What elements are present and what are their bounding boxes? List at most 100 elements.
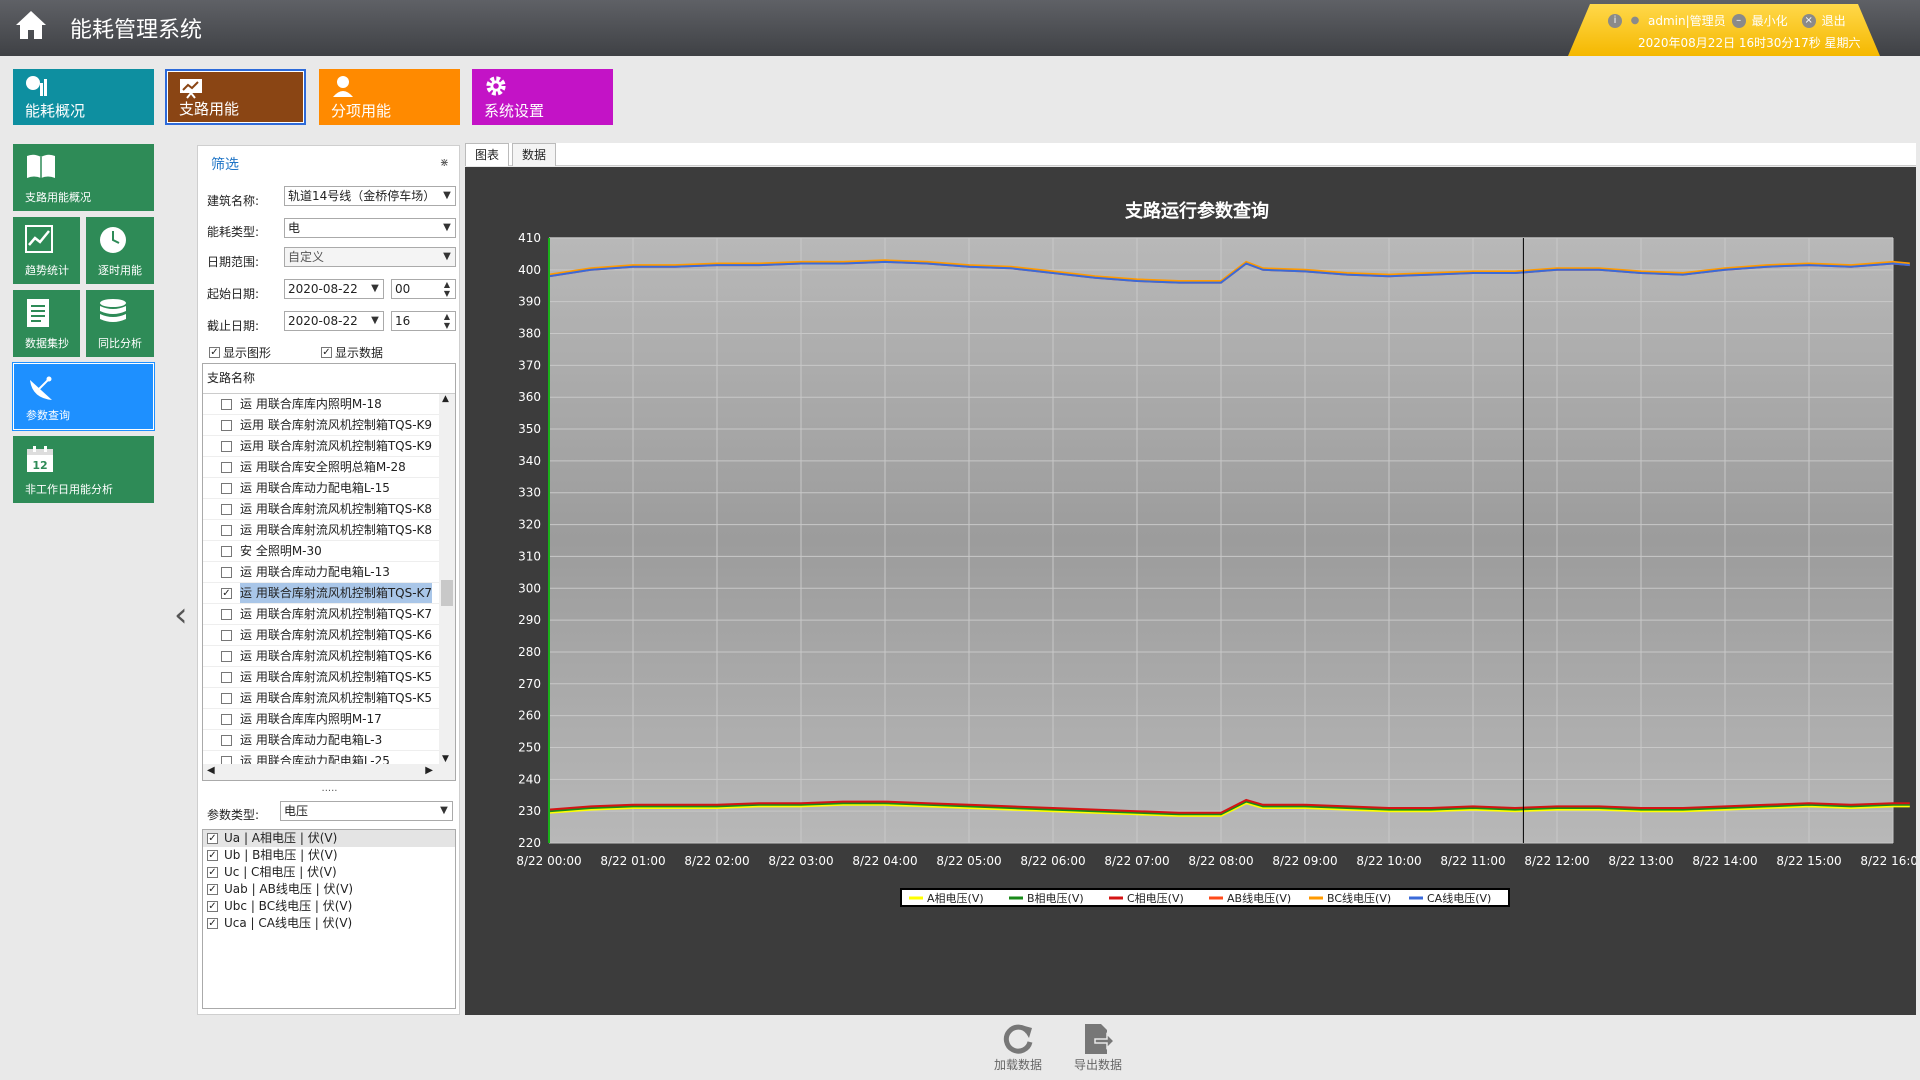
tab-data[interactable]: 数据: [512, 143, 557, 166]
pin-icon[interactable]: ⋇: [439, 156, 449, 169]
collapse-panel-icon[interactable]: ‹: [174, 595, 188, 635]
branch-row[interactable]: 运 用联合库射流风机控制箱TQS-K8: [203, 499, 439, 520]
checkbox-icon[interactable]: [221, 566, 232, 578]
energy-select[interactable]: 电 ▼: [284, 218, 456, 238]
param-row[interactable]: ✓ Uca | CA线电压 | 伏(V): [203, 915, 455, 932]
checkbox-icon[interactable]: [221, 461, 232, 473]
branch-row[interactable]: 运 用联合库射流风机控制箱TQS-K6: [203, 646, 439, 667]
scroll-up-icon[interactable]: ▲: [442, 394, 449, 404]
checkbox-checked-icon[interactable]: ✓: [207, 867, 218, 878]
checkbox-checked-icon[interactable]: ✓: [207, 833, 218, 844]
checkbox-icon[interactable]: [221, 482, 232, 494]
branch-row[interactable]: 运 用联合库射流风机控制箱TQS-K6: [203, 625, 439, 646]
range-value: 自定义: [288, 250, 325, 264]
param-type-select[interactable]: 电压 ▼: [280, 801, 453, 821]
param-row[interactable]: ✓ Uc | C相电压 | 伏(V): [203, 864, 455, 881]
side-param-query[interactable]: 参数查询: [13, 363, 154, 430]
load-data-button[interactable]: 加载数据: [986, 1020, 1050, 1080]
module-item-button[interactable]: 分项用能: [319, 69, 460, 125]
param-row[interactable]: ✓ Uab | AB线电压 | 伏(V): [203, 881, 455, 898]
side-yoy-analysis[interactable]: 同比分析: [86, 290, 154, 357]
branch-row[interactable]: 安 全照明M-30: [203, 541, 439, 562]
branch-row[interactable]: 运 用联合库安全照明总箱M-28: [203, 457, 439, 478]
checkbox-checked-icon[interactable]: ✓: [221, 587, 232, 599]
branch-row[interactable]: 运 用联合库库内照明M-17: [203, 709, 439, 730]
branch-name: 运 用联合库射流风机控制箱TQS-K5: [240, 669, 433, 684]
scroll-down-icon[interactable]: ▼: [442, 754, 449, 764]
branch-row[interactable]: 运 用联合库动力配电箱L-15: [203, 478, 439, 499]
spinner-arrows-icon: ▲ ▼: [443, 280, 451, 298]
branch-row[interactable]: ✓ 运 用联合库射流风机控制箱TQS-K7: [203, 583, 439, 604]
close-icon[interactable]: ×: [1801, 13, 1816, 28]
checkbox-checked-icon[interactable]: ✓: [207, 850, 218, 861]
checkbox-icon[interactable]: [221, 734, 232, 746]
param-row[interactable]: ✓ Ub | B相电压 | 伏(V): [203, 847, 455, 864]
branch-row[interactable]: 运 用联合库库内照明M-18: [203, 394, 439, 415]
param-row[interactable]: ✓ Ubc | BC线电压 | 伏(V): [203, 898, 455, 915]
y-axis: 220 230 240 250 260 270 280 290 300 310 320 330 340 3…: [518, 231, 541, 850]
module-settings-button[interactable]: 系统设置: [472, 69, 613, 125]
building-select[interactable]: 轨道14号线（金桥停车场） ▼: [284, 186, 456, 206]
branch-name: 运 用联合库动力配电箱L-13: [240, 564, 390, 579]
param-name: Ub | B相电压 | 伏(V): [224, 848, 338, 862]
tab-chart[interactable]: 图表: [465, 143, 510, 166]
y-tick-label: 270: [518, 677, 541, 691]
end-hour-spinner[interactable]: 16 ▲ ▼: [391, 311, 456, 331]
checkbox-icon[interactable]: [221, 440, 232, 452]
checkbox-icon[interactable]: [221, 545, 232, 557]
branch-row[interactable]: 运 用联合库射流风机控制箱TQS-K5: [203, 667, 439, 688]
horizontal-scrollbar[interactable]: ◀ ▶: [203, 764, 455, 780]
end-date-picker[interactable]: 2020-08-22 ▼: [284, 311, 384, 331]
checkbox-icon[interactable]: [221, 524, 232, 536]
checkbox-icon[interactable]: [221, 692, 232, 704]
side-hourly[interactable]: 逐时用能: [86, 217, 154, 284]
home-icon[interactable]: [12, 6, 50, 44]
checkbox-checked-icon[interactable]: ✓: [207, 918, 218, 929]
branch-row[interactable]: 运用 联合库射流风机控制箱TQS-K9: [203, 436, 439, 457]
end-label: 截止日期:: [207, 319, 260, 333]
minimize-icon[interactable]: –: [1731, 13, 1746, 28]
logout-button[interactable]: 退出: [1821, 14, 1846, 28]
checkbox-icon[interactable]: [221, 755, 232, 764]
branch-row[interactable]: 运 用联合库射流风机控制箱TQS-K8: [203, 520, 439, 541]
vertical-scrollbar[interactable]: ▲ ▼: [439, 394, 455, 764]
scroll-left-icon[interactable]: ◀: [207, 765, 215, 776]
branch-row[interactable]: 运 用联合库动力配电箱L-25: [203, 751, 439, 764]
y-tick-label: 380: [518, 327, 541, 341]
start-hour-spinner[interactable]: 00 ▲ ▼: [391, 279, 456, 299]
checkbox-icon[interactable]: [221, 629, 232, 641]
scroll-thumb[interactable]: [441, 580, 453, 606]
show-chart-checkbox[interactable]: ✓ 显示图形: [209, 344, 271, 361]
checkbox-icon[interactable]: [221, 671, 232, 683]
branch-row[interactable]: 运 用联合库动力配电箱L-13: [203, 562, 439, 583]
checkbox-checked-icon[interactable]: ✓: [207, 884, 218, 895]
checkbox-icon[interactable]: [221, 503, 232, 515]
side-trend-stats[interactable]: 趋势统计: [13, 217, 80, 284]
side-branch-overview[interactable]: 支路用能概况: [13, 144, 154, 211]
checkbox-icon[interactable]: [221, 713, 232, 725]
branch-row[interactable]: 运用 联合库射流风机控制箱TQS-K9: [203, 415, 439, 436]
module-branch-button[interactable]: 支路用能: [165, 69, 306, 125]
show-data-checkbox[interactable]: ✓ 显示数据: [321, 344, 383, 361]
start-date-picker[interactable]: 2020-08-22 ▼: [284, 279, 384, 299]
range-select[interactable]: 自定义 ▼: [284, 247, 456, 267]
checkbox-icon[interactable]: [221, 419, 232, 431]
checkbox-icon[interactable]: [221, 398, 232, 410]
branch-row[interactable]: 运 用联合库射流风机控制箱TQS-K7: [203, 604, 439, 625]
branch-row[interactable]: 运 用联合库动力配电箱L-3: [203, 730, 439, 751]
export-data-button[interactable]: 导出数据: [1066, 1020, 1130, 1080]
book-icon: [27, 154, 55, 178]
side-nonworkday[interactable]: 12 非工作日用能分析: [13, 436, 154, 503]
module-overview-button[interactable]: 能耗概况: [13, 69, 154, 125]
param-row[interactable]: ✓ Ua | A相电压 | 伏(V): [203, 830, 455, 847]
x-tick-label: 8/22 03:00: [768, 854, 833, 868]
checkbox-checked-icon[interactable]: ✓: [207, 901, 218, 912]
clock-icon: [100, 227, 126, 253]
scroll-right-icon[interactable]: ▶: [425, 765, 433, 776]
checkbox-icon[interactable]: [221, 608, 232, 620]
splitter-dots[interactable]: .....: [321, 783, 338, 794]
minimize-button[interactable]: 最小化: [1751, 14, 1788, 28]
checkbox-icon[interactable]: [221, 650, 232, 662]
branch-row[interactable]: 运 用联合库射流风机控制箱TQS-K5: [203, 688, 439, 709]
side-data-collect[interactable]: 数据集抄: [13, 290, 80, 357]
